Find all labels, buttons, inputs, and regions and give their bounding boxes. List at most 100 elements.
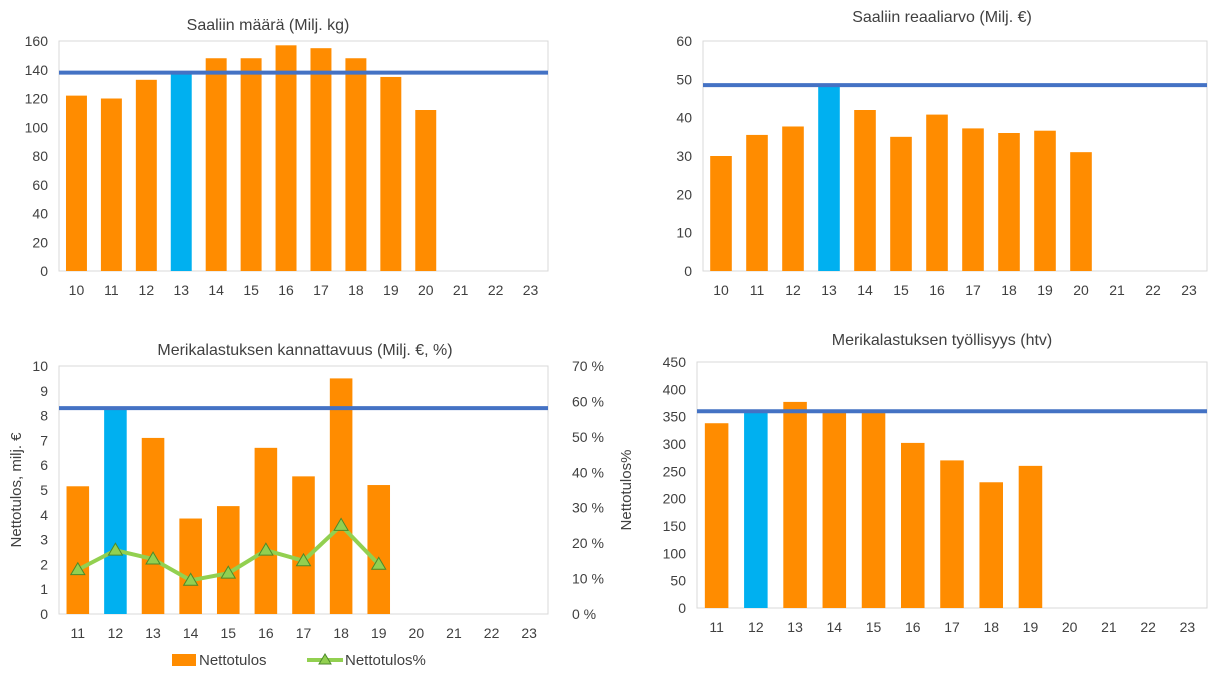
y-tick-label: 9: [40, 383, 48, 399]
y-tick-label: 0: [40, 606, 48, 622]
x-tick-label: 12: [785, 282, 801, 298]
x-tick-label: 12: [108, 625, 124, 641]
y-axis-label: Nettotulos, milj. €: [8, 432, 25, 548]
x-tick-label: 17: [944, 619, 960, 635]
x-tick-label: 11: [709, 619, 724, 635]
y-tick-label: 40: [676, 110, 692, 126]
y2-tick-label: 70 %: [572, 358, 604, 374]
y-tick-label: 400: [663, 381, 687, 397]
x-tick-label: 18: [348, 282, 364, 298]
bar-12: [744, 411, 768, 608]
y2-tick-label: 50 %: [572, 429, 604, 445]
y-tick-label: 7: [40, 432, 48, 448]
y-tick-label: 250: [663, 463, 687, 479]
x-tick-label: 18: [333, 625, 349, 641]
x-tick-label: 13: [821, 282, 837, 298]
y-tick-label: 120: [25, 91, 49, 107]
plot-area: [58, 40, 549, 272]
x-tick-label: 13: [145, 625, 161, 641]
y2-tick-label: 30 %: [572, 500, 604, 516]
x-tick-label: 14: [857, 282, 873, 298]
bar-13: [818, 85, 840, 271]
x-tick-label: 20: [418, 282, 434, 298]
x-tick-label: 19: [383, 282, 399, 298]
x-tick-label: 20: [1073, 282, 1089, 298]
y-tick-label: 0: [40, 263, 48, 279]
x-tick-label: 17: [313, 282, 329, 298]
x-tick-label: 19: [371, 625, 387, 641]
line-marker: [220, 565, 237, 579]
bar-11: [100, 98, 122, 271]
y-tick-label: 80: [32, 148, 48, 164]
line-marker: [182, 572, 199, 586]
y-tick-label: 300: [663, 436, 687, 452]
chart-1: Saaliin määrä (Milj. kg) 0 20 40 60 80 100 120 1…: [25, 17, 549, 298]
x-tick-label: 17: [965, 282, 981, 298]
bar-15: [216, 506, 240, 614]
bar-19: [367, 485, 391, 614]
bar-20: [1070, 152, 1092, 271]
bar-13: [141, 437, 165, 614]
x-tick-label: 18: [983, 619, 999, 635]
bar-16: [254, 447, 278, 614]
y-tick-label: 100: [663, 545, 687, 561]
bar-18: [998, 133, 1020, 271]
bar-15: [861, 411, 886, 608]
legend: Nettotulos Nettotulos%: [172, 652, 426, 669]
bar-10: [65, 95, 87, 271]
y-tick-label: 20: [32, 234, 48, 250]
x-tick-label: 11: [71, 625, 86, 641]
y-tick-label: 160: [25, 33, 49, 49]
y-tick-label: 450: [663, 354, 687, 370]
chart-title: Merikalastuksen työllisyys (htv): [832, 332, 1053, 349]
x-tick-label: 16: [258, 625, 274, 641]
bar-12: [135, 79, 157, 271]
bar-11: [746, 134, 768, 271]
bar-18: [979, 482, 1003, 608]
line-marker: [370, 556, 387, 570]
bar-10: [710, 156, 732, 271]
legend-label-line: Nettotulos%: [345, 652, 426, 669]
chart-2: Saaliin reaaliarvo (Milj. €) 0 10 20 30 40 50 6…: [676, 9, 1208, 298]
legend-label-bar: Nettotulos: [199, 652, 267, 669]
bar-11: [704, 423, 729, 608]
y2-axis-label: Nettotulos%: [618, 450, 635, 531]
y-tick-label: 0: [678, 600, 686, 616]
bar-17: [292, 476, 315, 614]
y-tick-label: 2: [40, 556, 48, 572]
bar-15: [240, 58, 262, 271]
line-marker: [295, 552, 312, 567]
y-tick-label: 60: [32, 177, 48, 193]
x-tick-label: 23: [523, 282, 539, 298]
x-tick-label: 22: [1145, 282, 1161, 298]
y2-tick-label: 10 %: [572, 571, 604, 587]
x-tick-label: 21: [1109, 282, 1125, 298]
x-tick-label: 23: [1180, 619, 1196, 635]
x-tick-label: 16: [905, 619, 921, 635]
x-tick-label: 22: [484, 625, 500, 641]
y-tick-label: 5: [40, 482, 48, 498]
y2-tick-label: 40 %: [572, 464, 604, 480]
x-tick-label: 11: [750, 282, 765, 298]
bar-14: [205, 58, 227, 271]
x-tick-label: 15: [893, 282, 909, 298]
x-tick-label: 21: [446, 625, 462, 641]
y-tick-label: 60: [676, 33, 692, 49]
x-tick-label: 13: [173, 282, 189, 298]
x-tick-label: 15: [866, 619, 882, 635]
bar-12: [782, 126, 804, 271]
y-tick-label: 30: [676, 148, 692, 164]
x-tick-label: 19: [1023, 619, 1039, 635]
y-tick-label: 10: [32, 358, 48, 374]
bar-16: [901, 442, 925, 608]
x-tick-label: 14: [183, 625, 199, 641]
line-marker: [258, 542, 274, 556]
chart-4: Merikalastuksen työllisyys (htv) 0 50 100 15…: [663, 332, 1208, 635]
x-tick-label: 20: [1062, 619, 1078, 635]
x-tick-label: 23: [521, 625, 537, 641]
y2-tick-label: 20 %: [572, 535, 604, 551]
bar-15: [890, 136, 912, 271]
line-marker: [107, 542, 124, 556]
bar-18: [345, 58, 367, 271]
